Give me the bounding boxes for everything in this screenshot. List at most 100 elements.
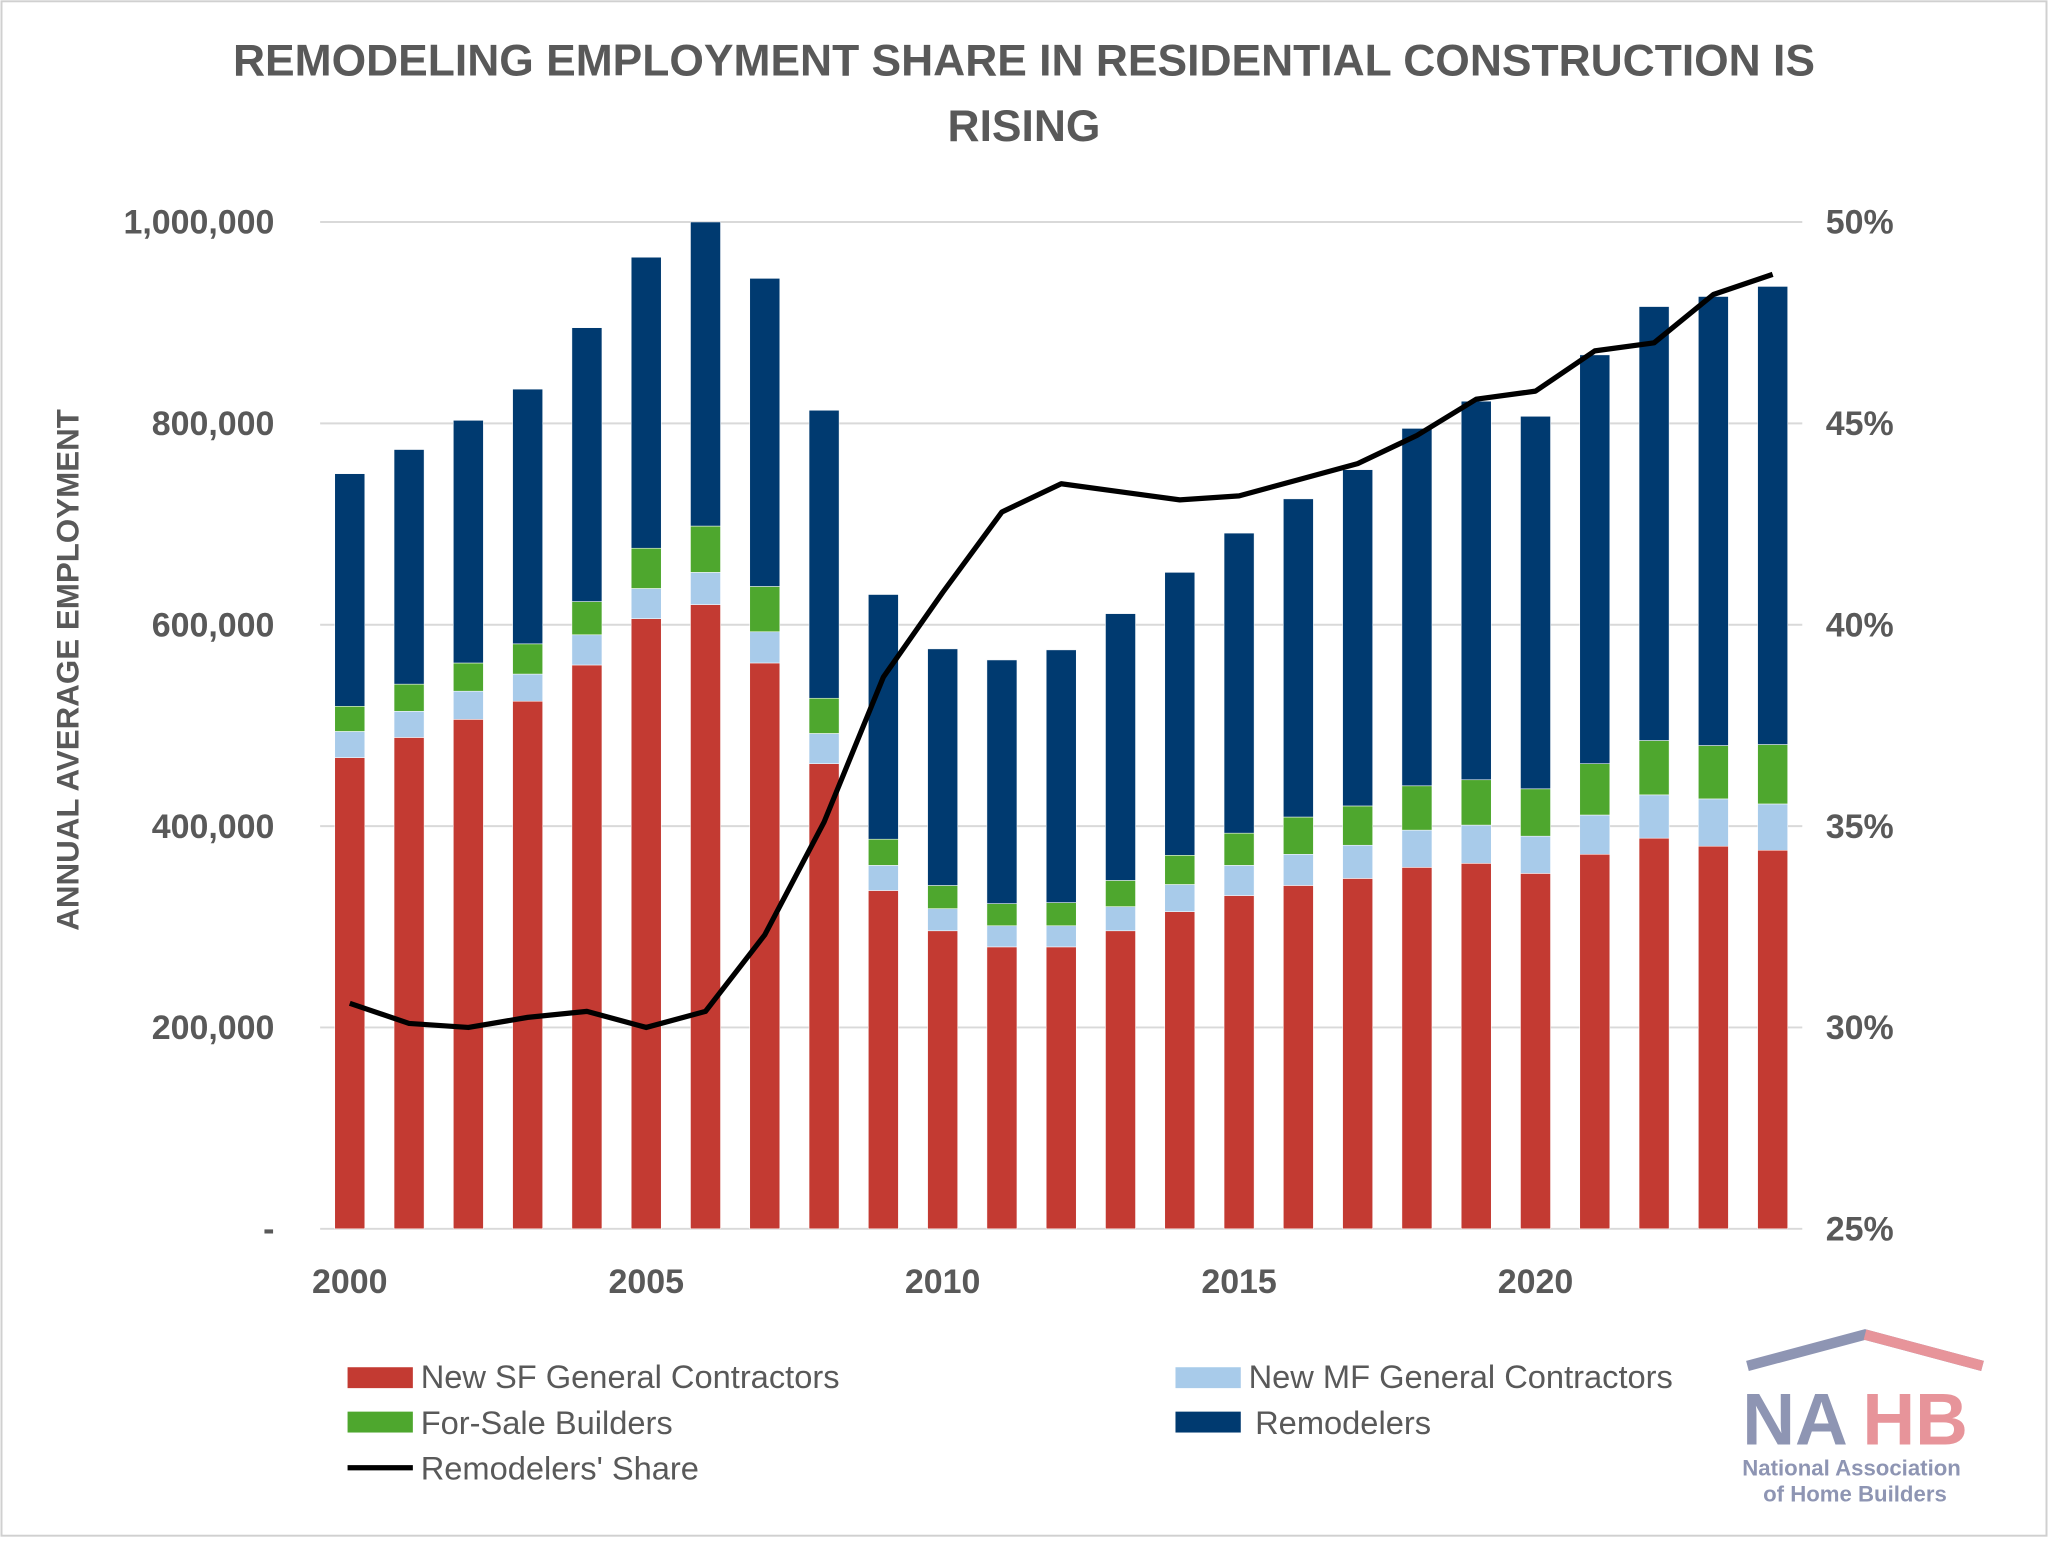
bar-remodelers-2022: [1639, 307, 1669, 741]
bar-for-sale-builders-2008: [809, 698, 839, 733]
bar-stack-2011: [987, 660, 1017, 1229]
bar-remodelers-2006: [690, 222, 720, 526]
bar-new-mf-general-contractors-2011: [987, 926, 1017, 947]
bar-stack-2013: [1105, 614, 1135, 1229]
bar-stack-2003: [513, 389, 543, 1229]
bar-new-mf-general-contractors-2023: [1698, 799, 1728, 846]
bar-stack-2016: [1283, 499, 1313, 1229]
bar-stack-2002: [453, 420, 483, 1228]
bar-stack-2000: [335, 474, 365, 1229]
bar-new-sf-general-contractors-2020: [1520, 873, 1550, 1228]
bar-new-sf-general-contractors-2006: [690, 605, 720, 1229]
bar-new-mf-general-contractors-2006: [690, 572, 720, 604]
bar-remodelers-2010: [928, 649, 958, 886]
bar-new-mf-general-contractors-2000: [335, 731, 365, 757]
bar-new-sf-general-contractors-2015: [1224, 896, 1254, 1229]
bar-new-sf-general-contractors-2021: [1580, 854, 1610, 1229]
bar-for-sale-builders-2016: [1283, 817, 1313, 854]
bar-new-mf-general-contractors-2019: [1461, 825, 1491, 863]
logo-line-2: of Home Builders: [1763, 1482, 1947, 1507]
bar-new-mf-general-contractors-2009: [868, 865, 898, 890]
bar-new-mf-general-contractors-2010: [928, 909, 958, 931]
bar-for-sale-builders-2007: [750, 586, 780, 631]
bar-remodelers-2001: [394, 450, 424, 685]
bar-new-mf-general-contractors-2004: [572, 635, 602, 665]
bar-stack-2010: [928, 649, 958, 1229]
legend-label-for-sale: For-Sale Builders: [421, 1404, 673, 1441]
bar-for-sale-builders-2002: [453, 663, 483, 691]
x-tick-label: 2010: [905, 1263, 981, 1301]
bar-new-mf-general-contractors-2014: [1165, 884, 1195, 911]
bar-for-sale-builders-2005: [631, 548, 661, 588]
bar-new-sf-general-contractors-2001: [394, 737, 424, 1228]
bar-new-mf-general-contractors-2020: [1520, 836, 1550, 873]
legend-label-new-sf: New SF General Contractors: [421, 1358, 840, 1395]
bar-stack-2014: [1165, 572, 1195, 1228]
bar-remodelers-2024: [1758, 286, 1788, 744]
bar-for-sale-builders-2017: [1343, 806, 1373, 845]
bar-stack-2022: [1639, 307, 1669, 1229]
y-axis-label: ANNUAL AVERAGE EMPLOYMENT: [51, 409, 86, 931]
bar-remodelers-2009: [868, 595, 898, 840]
bar-remodelers-2005: [631, 257, 661, 548]
logo-hb: HB: [1862, 1379, 1968, 1460]
bar-new-mf-general-contractors-2018: [1402, 830, 1432, 867]
y-tick-label: 200,000: [152, 1009, 275, 1047]
bar-remodelers-2008: [809, 410, 839, 698]
bar-for-sale-builders-2024: [1758, 745, 1788, 804]
bar-stack-2006: [690, 222, 720, 1229]
bar-stack-2001: [394, 450, 424, 1229]
y-tick-label: 800,000: [152, 405, 275, 443]
y2-tick-label: 30%: [1826, 1009, 1894, 1047]
bar-remodelers-2014: [1165, 572, 1195, 855]
bar-for-sale-builders-2019: [1461, 780, 1491, 825]
bar-remodelers-2007: [750, 278, 780, 586]
bar-for-sale-builders-2020: [1520, 789, 1550, 836]
bar-for-sale-builders-2001: [394, 684, 424, 711]
x-tick-label: 2015: [1201, 1263, 1277, 1301]
bar-new-sf-general-contractors-2003: [513, 701, 543, 1229]
bar-new-sf-general-contractors-2016: [1283, 885, 1313, 1228]
bar-remodelers-2000: [335, 474, 365, 707]
bar-stack-2004: [572, 328, 602, 1229]
y2-tick-label: 35%: [1826, 808, 1894, 846]
bar-stack-2015: [1224, 533, 1254, 1229]
bar-new-sf-general-contractors-2009: [868, 891, 898, 1229]
bar-stack-2005: [631, 257, 661, 1229]
bar-for-sale-builders-2018: [1402, 786, 1432, 830]
bar-remodelers-2017: [1343, 470, 1373, 806]
bar-remodelers-2003: [513, 389, 543, 644]
bar-for-sale-builders-2015: [1224, 833, 1254, 865]
bar-remodelers-2021: [1580, 355, 1610, 764]
bar-new-sf-general-contractors-2023: [1698, 846, 1728, 1229]
bar-remodelers-2019: [1461, 401, 1491, 780]
bar-new-sf-general-contractors-2024: [1758, 850, 1788, 1229]
bar-for-sale-builders-2021: [1580, 764, 1610, 815]
bar-remodelers-2013: [1105, 614, 1135, 881]
bar-for-sale-builders-2006: [690, 526, 720, 572]
bar-new-sf-general-contractors-2012: [1046, 947, 1076, 1229]
bar-for-sale-builders-2009: [868, 839, 898, 865]
x-tick-label: 2020: [1498, 1263, 1574, 1301]
y-tick-label: 400,000: [152, 808, 275, 846]
bar-new-sf-general-contractors-2005: [631, 619, 661, 1229]
bar-new-mf-general-contractors-2022: [1639, 795, 1669, 838]
bar-new-sf-general-contractors-2017: [1343, 878, 1373, 1228]
bar-new-sf-general-contractors-2002: [453, 719, 483, 1228]
bar-new-mf-general-contractors-2021: [1580, 815, 1610, 854]
bar-new-mf-general-contractors-2015: [1224, 865, 1254, 895]
bar-for-sale-builders-2012: [1046, 903, 1076, 926]
bar-new-sf-general-contractors-2014: [1165, 912, 1195, 1229]
bar-new-sf-general-contractors-2011: [987, 947, 1017, 1229]
bar-remodelers-2002: [453, 420, 483, 663]
bar-new-sf-general-contractors-2022: [1639, 838, 1669, 1229]
legend-swatch-new-sf: [348, 1367, 413, 1388]
bar-for-sale-builders-2003: [513, 644, 543, 674]
bar-new-sf-general-contractors-2019: [1461, 863, 1491, 1228]
bar-stack-2007: [750, 278, 780, 1228]
bar-new-sf-general-contractors-2010: [928, 931, 958, 1229]
bar-stack-2021: [1580, 355, 1610, 1229]
y2-tick-label: 40%: [1826, 606, 1894, 644]
bar-new-mf-general-contractors-2016: [1283, 854, 1313, 885]
